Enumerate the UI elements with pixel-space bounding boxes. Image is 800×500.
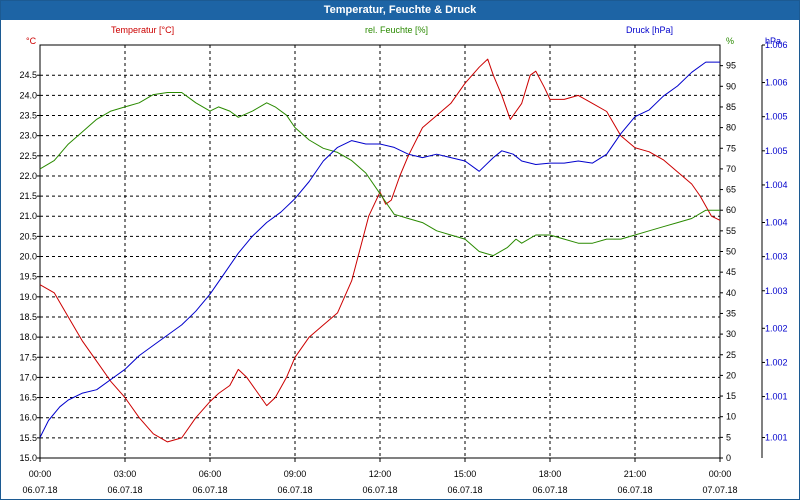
humidity-tick-label: 70 — [726, 164, 736, 174]
grid — [40, 45, 720, 459]
humidity-tick-label: 20 — [726, 370, 736, 380]
temperature-axis: 15.0 15.5 16.0 16.5 17.0 17.5 18.0 18.5 19.0 19.5… — [19, 70, 40, 463]
pressure-axis: 1.001 1.001 1.002 1.002 1.003 1.003 1.004 1.004… — [761, 40, 788, 458]
temperature-tick-label: 15.5 — [19, 433, 37, 443]
time-tick-label: 00:00 — [709, 469, 732, 479]
humidity-tick-label: 55 — [726, 226, 736, 236]
humidity-tick-label: 95 — [726, 61, 736, 71]
humidity-tick-label: 10 — [726, 412, 736, 422]
pressure-tick-label: 1.003 — [765, 252, 788, 262]
temperature-tick-label: 22.5 — [19, 151, 37, 161]
humidity-tick-label: 65 — [726, 185, 736, 195]
series-group — [39, 58, 721, 443]
humidity-unit-label: % — [726, 36, 734, 46]
humidity-tick-label: 50 — [726, 247, 736, 257]
legend-temperature: Temperatur [°C] — [111, 25, 174, 35]
pressure-tick-label: 1.004 — [765, 217, 788, 227]
date-tick-label: 06.07.18 — [277, 485, 312, 495]
humidity-tick-label: 85 — [726, 102, 736, 112]
humidity-tick-label: 5 — [726, 432, 731, 442]
humidity-tick-label: 15 — [726, 391, 736, 401]
legend-humidity: rel. Feuchte [%] — [365, 25, 428, 35]
temperature-tick-label: 18.0 — [19, 332, 37, 342]
pressure-tick-label: 1.001 — [765, 433, 788, 443]
humidity-tick-label: 45 — [726, 267, 736, 277]
time-axis: 00:00 06.07.18 03:00 06.07.18 06:00 06.07.18 0… — [22, 458, 738, 495]
pressure-tick-label: 1.001 — [765, 392, 788, 402]
pressure-tick-label: 1.002 — [765, 357, 788, 367]
time-tick-label: 06:00 — [199, 469, 222, 479]
time-tick-label: 12:00 — [369, 469, 392, 479]
date-tick-label: 06.07.18 — [107, 485, 142, 495]
temperature-tick-label: 23.0 — [19, 131, 37, 141]
chart-svg: 15.0 15.5 16.0 16.5 17.0 17.5 18.0 18.5 19.0 19.5… — [19, 25, 788, 495]
temperature-tick-label: 23.5 — [19, 111, 37, 121]
temperature-tick-label: 19.0 — [19, 292, 37, 302]
temperature-tick-label: 21.0 — [19, 211, 37, 221]
temperature-tick-label: 17.5 — [19, 352, 37, 362]
temperature-tick-label: 19.5 — [19, 272, 37, 282]
time-tick-label: 18:00 — [539, 469, 562, 479]
humidity-series-line — [39, 92, 720, 257]
temperature-series-line — [39, 58, 721, 443]
humidity-tick-label: 35 — [726, 308, 736, 318]
date-tick-label: 06.07.18 — [447, 485, 482, 495]
temperature-tick-label: 22.0 — [19, 171, 37, 181]
humidity-axis: 0 5 10 15 20 25 30 35 40 45 50 55 60 65 70 75 80 85 90 95 — [720, 61, 736, 463]
humidity-tick-label: 80 — [726, 123, 736, 133]
date-tick-label: 06.07.18 — [362, 485, 397, 495]
pressure-unit-label: hPa — [765, 36, 781, 46]
temperature-tick-label: 15.0 — [19, 453, 37, 463]
humidity-tick-label: 0 — [726, 453, 731, 463]
humidity-tick-label: 30 — [726, 329, 736, 339]
temperature-tick-label: 16.5 — [19, 393, 37, 403]
pressure-tick-label: 1.006 — [765, 78, 788, 88]
time-tick-label: 09:00 — [284, 469, 307, 479]
humidity-tick-label: 25 — [726, 350, 736, 360]
temperature-tick-label: 20.0 — [19, 252, 37, 262]
temperature-tick-label: 16.0 — [19, 413, 37, 423]
pressure-tick-label: 1.004 — [765, 180, 788, 190]
temperature-unit-label: °C — [26, 36, 37, 46]
temperature-tick-label: 18.5 — [19, 312, 37, 322]
humidity-tick-label: 60 — [726, 205, 736, 215]
date-tick-label: 06.07.18 — [532, 485, 567, 495]
legend-pressure: Druck [hPa] — [626, 25, 673, 35]
pressure-tick-label: 1.005 — [765, 112, 788, 122]
humidity-tick-label: 40 — [726, 288, 736, 298]
temperature-tick-label: 24.0 — [19, 90, 37, 100]
pressure-tick-label: 1.005 — [765, 146, 788, 156]
pressure-tick-label: 1.002 — [765, 323, 788, 333]
pressure-tick-label: 1.003 — [765, 286, 788, 296]
date-tick-label: 06.07.18 — [192, 485, 227, 495]
temperature-tick-label: 17.0 — [19, 372, 37, 382]
date-tick-label: 06.07.18 — [22, 485, 57, 495]
humidity-tick-label: 75 — [726, 143, 736, 153]
temperature-tick-label: 21.5 — [19, 191, 37, 201]
window-title: Temperatur, Feuchte & Druck — [1, 1, 799, 20]
humidity-tick-label: 90 — [726, 81, 736, 91]
time-tick-label: 15:00 — [454, 469, 477, 479]
axis-titles: °C % hPa Temperatur [°C] rel. Feuchte [%… — [26, 25, 781, 46]
temperature-tick-label: 24.5 — [19, 70, 37, 80]
temperature-tick-label: 20.5 — [19, 231, 37, 241]
pressure-tick-label: 1.006 — [765, 40, 788, 50]
time-tick-label: 21:00 — [624, 469, 647, 479]
pressure-series-line — [39, 61, 720, 438]
date-tick-label: 06.07.18 — [617, 485, 652, 495]
time-tick-label: 00:00 — [29, 469, 52, 479]
time-tick-label: 03:00 — [114, 469, 137, 479]
date-tick-label: 07.07.18 — [702, 485, 737, 495]
